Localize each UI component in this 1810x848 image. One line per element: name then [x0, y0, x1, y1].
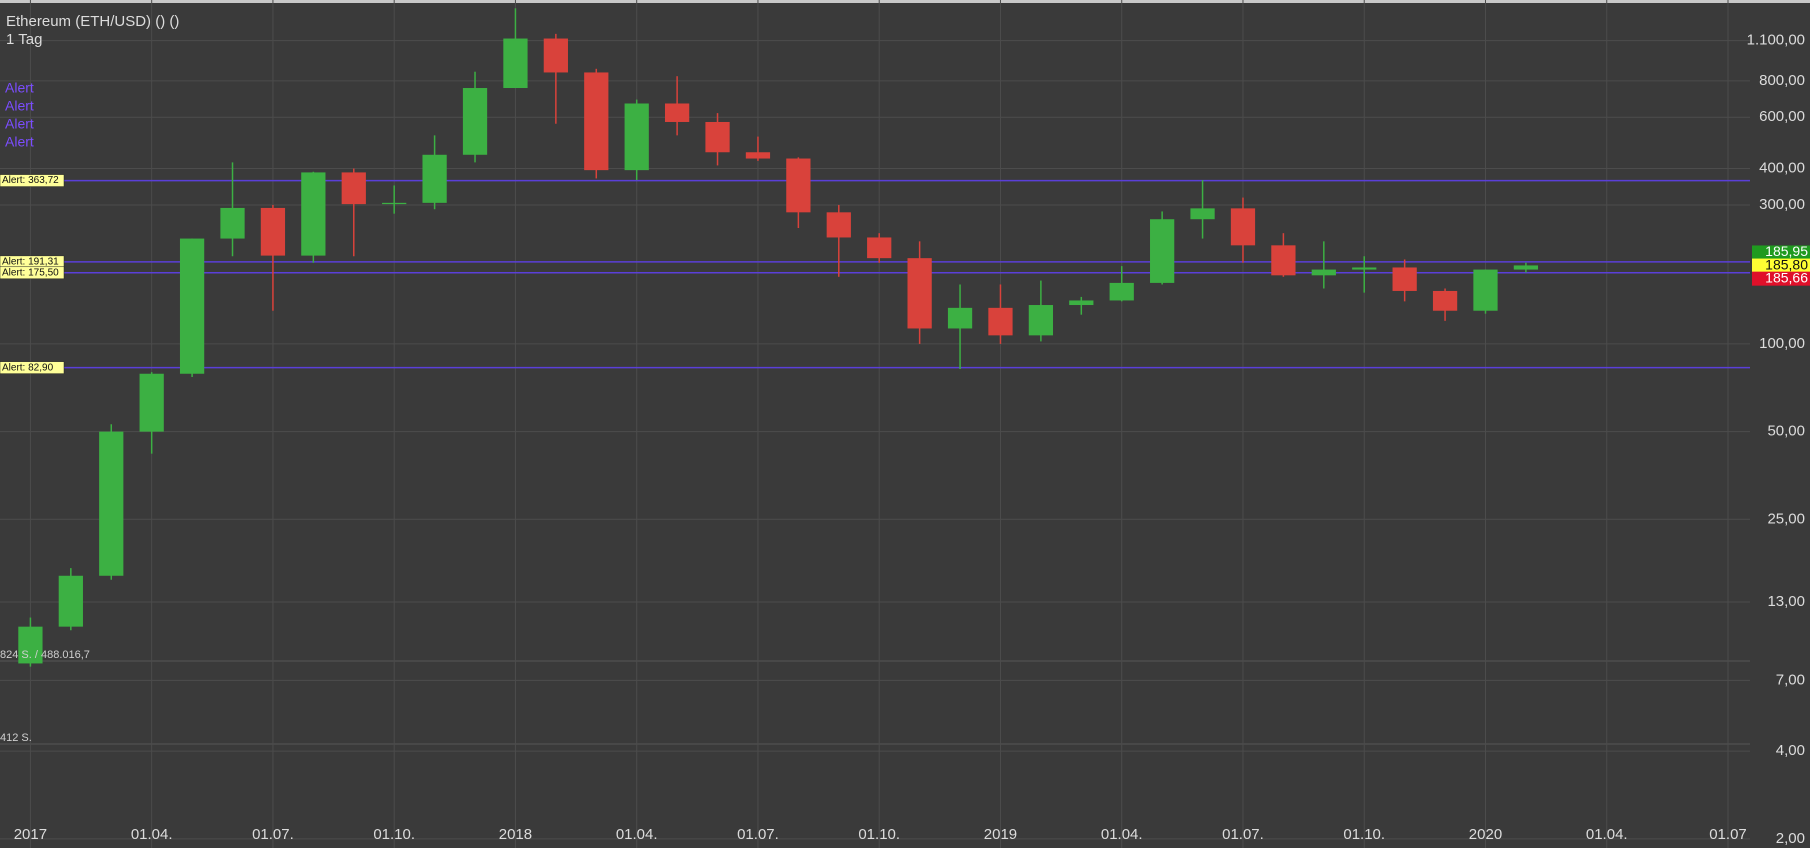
x-tick-label: 2019 [984, 826, 1017, 843]
candle-body [1392, 267, 1417, 291]
candle-body [58, 575, 83, 627]
alert-marker: Alert [5, 80, 34, 96]
candle-body [18, 626, 43, 664]
candle-body [1109, 282, 1134, 301]
price-tag-label: 185,80 [1765, 256, 1808, 272]
candles [18, 8, 1539, 667]
y-tick-label: 100,00 [1759, 335, 1805, 352]
candle-body [1473, 269, 1498, 311]
candle-body [301, 172, 326, 256]
y-tick-label: 50,00 [1767, 423, 1805, 440]
y-tick-label: 4,00 [1776, 742, 1805, 759]
alert-tag: Alert: 175,50 [0, 266, 65, 280]
candle-body [220, 207, 245, 239]
alert-marker: Alert [5, 98, 34, 114]
alert-tag-label: Alert: 82,90 [2, 362, 54, 373]
alert-tag-box [0, 266, 65, 280]
x-tick-label: 01.04. [1586, 826, 1628, 843]
alert-tag-box [0, 361, 65, 374]
y-tick-label: 800,00 [1759, 72, 1805, 89]
candle-body [1513, 265, 1539, 270]
candle-body [139, 373, 164, 432]
volume-label: 824 S. / 488.016,7 [0, 649, 90, 661]
x-tick-label: 01.10. [858, 826, 900, 843]
candle-body [664, 103, 690, 122]
candle-body [503, 38, 528, 89]
alert-tag-box [0, 174, 65, 187]
price-tag-label: 185,66 [1765, 269, 1808, 285]
candle-body [1028, 305, 1054, 336]
y-tick-label: 300,00 [1759, 196, 1805, 213]
y-tick-label: 2,00 [1776, 830, 1805, 847]
x-tick-label: 2017 [14, 826, 47, 843]
candle-body [988, 307, 1013, 336]
labels: 1.100,00 800,00 600,00 400,00 300,00 100,00 50… [5, 32, 1810, 847]
top-border [0, 0, 1810, 3]
y-tick-label: 600,00 [1759, 108, 1805, 125]
alert-tag-label: Alert: 363,72 [2, 175, 59, 186]
x-tick-label: 01.07 [1709, 826, 1747, 843]
y-tick-label: 400,00 [1759, 160, 1805, 177]
candle-body [382, 202, 407, 205]
volume-label: 412 S. [0, 732, 32, 744]
candle-body [867, 237, 892, 259]
price-tag [1752, 245, 1810, 260]
candle-body [179, 238, 205, 374]
candle-body [1069, 300, 1094, 306]
candle-body [1432, 290, 1458, 311]
x-tick-label: 01.07. [252, 826, 294, 843]
candle-body [1271, 245, 1296, 276]
candle-body [1311, 269, 1336, 276]
x-tick-label: 01.10. [1343, 826, 1385, 843]
candle-body [786, 158, 811, 213]
candle-body [462, 88, 488, 155]
alert-marker: Alert [5, 134, 34, 150]
candle-body [543, 38, 568, 73]
x-tick-label: 01.07. [737, 826, 779, 843]
candle-body [624, 103, 649, 171]
x-tick-label: 2020 [1469, 826, 1502, 843]
candle-body [907, 258, 932, 329]
alert-tag: Alert: 82,90 [0, 361, 65, 374]
alert-marker: Alert [5, 116, 34, 132]
candle-body [1230, 208, 1256, 246]
candle-body [1150, 219, 1175, 283]
alert-tag: Alert: 191,31 [0, 255, 65, 269]
alert-tag-label: Alert: 191,31 [2, 256, 59, 267]
price-tag [1752, 258, 1810, 273]
x-tick-label: 2018 [499, 826, 532, 843]
y-tick-label: 13,00 [1767, 593, 1805, 610]
x-tick-label: 01.04. [131, 826, 173, 843]
alert-tag-label: Alert: 175,50 [2, 267, 59, 278]
candle-body [1190, 208, 1215, 220]
x-tick-label: 01.07. [1222, 826, 1264, 843]
candle-body [99, 431, 124, 576]
x-tick-label: 01.04. [1101, 826, 1143, 843]
price-tag-label: 185,95 [1765, 243, 1808, 259]
candle-body [422, 154, 447, 203]
price-tag [1752, 271, 1810, 286]
y-tick-label: 7,00 [1776, 671, 1805, 688]
candle-body [260, 207, 286, 256]
x-tick-label: 01.10. [373, 826, 415, 843]
candle-body [947, 307, 973, 329]
candle-body [826, 212, 851, 238]
candle-body [584, 72, 609, 171]
x-tick-label: 01.04. [616, 826, 658, 843]
alert-tag: Alert: 363,72 [0, 174, 65, 187]
candle-body [341, 172, 366, 205]
candle-body [745, 152, 771, 159]
y-tick-label: 1.100,00 [1747, 32, 1805, 49]
candle-body [705, 121, 730, 153]
candle-body [1352, 267, 1377, 270]
grid [0, 0, 1750, 848]
chart-title: Ethereum (ETH/USD) () () [6, 13, 179, 30]
y-tick-label: 25,00 [1767, 510, 1805, 527]
chart-subtitle: 1 Tag [6, 31, 42, 48]
